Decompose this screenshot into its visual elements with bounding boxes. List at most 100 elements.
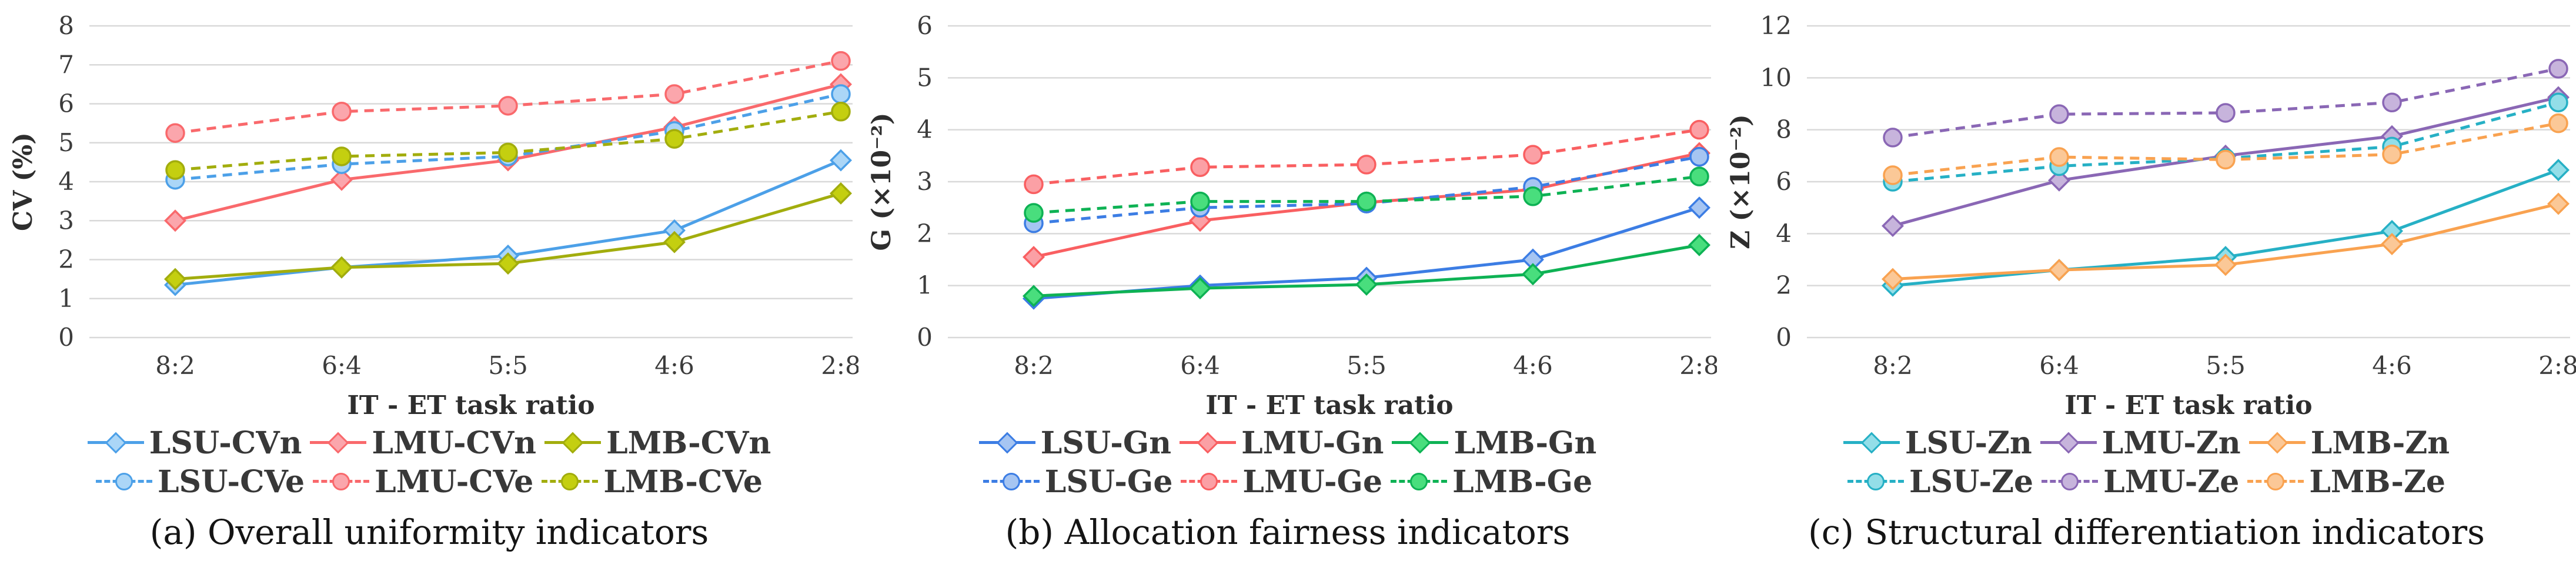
line-chart-structural-differentiation: 0 2 4 6 8 10 12 8:2 6:4 5:5 4:6 2:8 IT - ET task rat… bbox=[1726, 11, 2576, 420]
legend-chart-b: LSU-Gn LMU-Gn LMB-Gn LSU-Ge LMU-Ge LMB-Ge bbox=[978, 425, 1596, 500]
y-tick-label: 8 bbox=[1776, 115, 1792, 144]
series-marker-LMU-Ge bbox=[1024, 174, 1044, 195]
series-marker-LMB-CVe bbox=[664, 129, 684, 149]
series-marker-LMB-Gn bbox=[1189, 277, 1211, 300]
legend-item-LMB-Gn: LMB-Gn bbox=[1392, 425, 1596, 461]
series-marker-LMB-Zn bbox=[2547, 192, 2570, 215]
series-marker-LMU-Zn bbox=[1881, 215, 1904, 238]
series-marker-LMU-Ge bbox=[1190, 157, 1210, 178]
legend-item-LMB-Zn: LMB-Zn bbox=[2248, 425, 2450, 461]
y-tick-label: 0 bbox=[58, 323, 74, 352]
y-tick-label: 1 bbox=[917, 271, 933, 300]
x-tick-label: 8:2 bbox=[155, 351, 195, 380]
x-tick-label: 4:6 bbox=[654, 351, 694, 380]
x-tick-label: 2:8 bbox=[821, 351, 858, 380]
y-axis-title: G (×10⁻²) bbox=[867, 112, 897, 251]
series-marker-LMB-CVe bbox=[165, 160, 185, 180]
x-tick-label: 4:6 bbox=[2372, 351, 2412, 380]
legend-row-dashed: LSU-Ze LMU-Ze LMB-Ze bbox=[1847, 464, 2445, 500]
circle-marker-icon bbox=[1002, 473, 1020, 490]
diamond-marker-icon bbox=[2266, 432, 2288, 454]
series-marker-LMU-CVe bbox=[498, 96, 518, 116]
diamond-marker-icon bbox=[562, 432, 584, 454]
legend-item-LSU-Ge: LSU-Ge bbox=[983, 463, 1173, 500]
circle-marker-icon bbox=[2267, 473, 2285, 490]
series-marker-LSU-Ge bbox=[1689, 146, 1709, 167]
x-tick-label: 5:5 bbox=[1347, 351, 1386, 380]
series-marker-LMU-CVn bbox=[164, 209, 186, 232]
solid-line-sample bbox=[1180, 431, 1237, 455]
series-marker-LMU-CVn bbox=[330, 168, 353, 191]
legend-item-LSU-CVe: LSU-CVe bbox=[95, 463, 305, 500]
legend-label: LMU-Zn bbox=[2101, 425, 2241, 461]
y-tick-label: 12 bbox=[1760, 11, 1791, 40]
series-marker-LMB-Ge bbox=[1689, 166, 1709, 186]
diamond-marker-icon bbox=[105, 432, 127, 454]
legend-label: LMU-CVn bbox=[372, 425, 537, 461]
series-marker-LMB-CVn bbox=[830, 182, 852, 205]
y-tick-label: 2 bbox=[58, 245, 74, 274]
series-marker-LSU-CVe bbox=[831, 84, 851, 104]
series-marker-LMU-CVe bbox=[831, 51, 851, 71]
legend-row-solid: LSU-CVn LMU-CVn LMB-CVn bbox=[87, 425, 771, 461]
series-marker-LMB-Ze bbox=[2548, 113, 2568, 133]
x-tick-label: 6:4 bbox=[322, 351, 362, 380]
legend-label: LSU-Ze bbox=[1909, 463, 2034, 500]
legend-label: LMB-CVe bbox=[603, 463, 763, 500]
legend-item-LMB-CVn: LMB-CVn bbox=[544, 425, 771, 461]
x-tick-label: 2:8 bbox=[1679, 351, 1717, 380]
legend-item-LSU-Ze: LSU-Ze bbox=[1847, 464, 2033, 500]
series-marker-LMB-Gn bbox=[1522, 263, 1544, 286]
solid-line-sample bbox=[87, 431, 144, 455]
series-marker-LMB-Zn bbox=[2214, 253, 2237, 276]
x-tick-label: 5:5 bbox=[488, 351, 528, 380]
series-marker-LMB-CVn bbox=[497, 252, 519, 275]
y-tick-label: 0 bbox=[1776, 323, 1792, 352]
y-tick-label: 3 bbox=[917, 167, 933, 196]
chart-panel-c: 0 2 4 6 8 10 12 8:2 6:4 5:5 4:6 2:8 IT - ET task rat… bbox=[1717, 0, 2576, 581]
series-marker-LMU-Ze bbox=[2049, 104, 2069, 124]
legend-item-LMU-Zn: LMU-Zn bbox=[2040, 425, 2241, 461]
x-tick-label: 8:2 bbox=[1014, 351, 1054, 380]
series-marker-LMU-CVe bbox=[332, 102, 352, 122]
legend-chart-c: LSU-Zn LMU-Zn LMB-Zn LSU-Ze LMU-Ze LMB-Ze bbox=[1843, 425, 2450, 500]
series-marker-LMB-Zn bbox=[2380, 233, 2403, 255]
y-tick-label: 2 bbox=[1776, 271, 1792, 300]
series-marker-LMB-CVn bbox=[663, 231, 686, 253]
legend-item-LMU-Ge: LMU-Ge bbox=[1181, 464, 1382, 500]
series-marker-LMU-Ze bbox=[2548, 59, 2568, 79]
y-tick-label: 0 bbox=[917, 323, 933, 352]
series-marker-LMB-Gn bbox=[1355, 273, 1378, 296]
legend-item-LMB-Ze: LMB-Ze bbox=[2247, 464, 2445, 500]
series-marker-LMB-Ge bbox=[1024, 203, 1044, 223]
y-tick-label: 6 bbox=[917, 11, 933, 40]
legend-label: LSU-CVe bbox=[157, 463, 305, 500]
y-axis-title: Z (×10⁻²) bbox=[1726, 114, 1756, 249]
y-tick-label: 5 bbox=[58, 128, 74, 157]
legend-label: LSU-Ge bbox=[1044, 463, 1173, 500]
y-tick-label: 6 bbox=[58, 89, 74, 118]
legend-item-LMU-Gn: LMU-Gn bbox=[1180, 425, 1384, 461]
chart-caption-a: (a) Overall uniformity indicators bbox=[149, 512, 709, 552]
series-marker-LMU-Zn bbox=[2047, 169, 2070, 192]
circle-marker-icon bbox=[1866, 473, 1885, 490]
diamond-marker-icon bbox=[1409, 432, 1431, 454]
series-marker-LMU-Ge bbox=[1689, 119, 1709, 140]
series-marker-LMU-Ze bbox=[1882, 128, 1903, 148]
x-tick-label: 6:4 bbox=[2039, 351, 2079, 380]
circle-marker-icon bbox=[115, 473, 133, 490]
x-axis-title: IT - ET task ratio bbox=[1205, 390, 1453, 420]
legend-label: LMU-Ge bbox=[1242, 463, 1383, 500]
dashed-line-sample bbox=[1391, 470, 1448, 493]
series-marker-LMB-CVn bbox=[164, 268, 186, 290]
solid-line-sample bbox=[544, 431, 602, 455]
solid-line-sample bbox=[978, 431, 1035, 455]
legend-row-dashed: LSU-CVe LMU-CVe LMB-CVe bbox=[95, 463, 763, 500]
series-marker-LSU-Ze bbox=[2548, 92, 2568, 113]
dashed-line-sample bbox=[95, 470, 152, 493]
diamond-marker-icon bbox=[328, 432, 349, 454]
series-marker-LSU-CVn bbox=[830, 149, 852, 172]
legend-item-LSU-Zn: LSU-Zn bbox=[1843, 425, 2032, 461]
legend-item-LMB-Ge: LMB-Ge bbox=[1391, 464, 1592, 500]
legend-item-LMU-CVn: LMU-CVn bbox=[310, 425, 536, 461]
